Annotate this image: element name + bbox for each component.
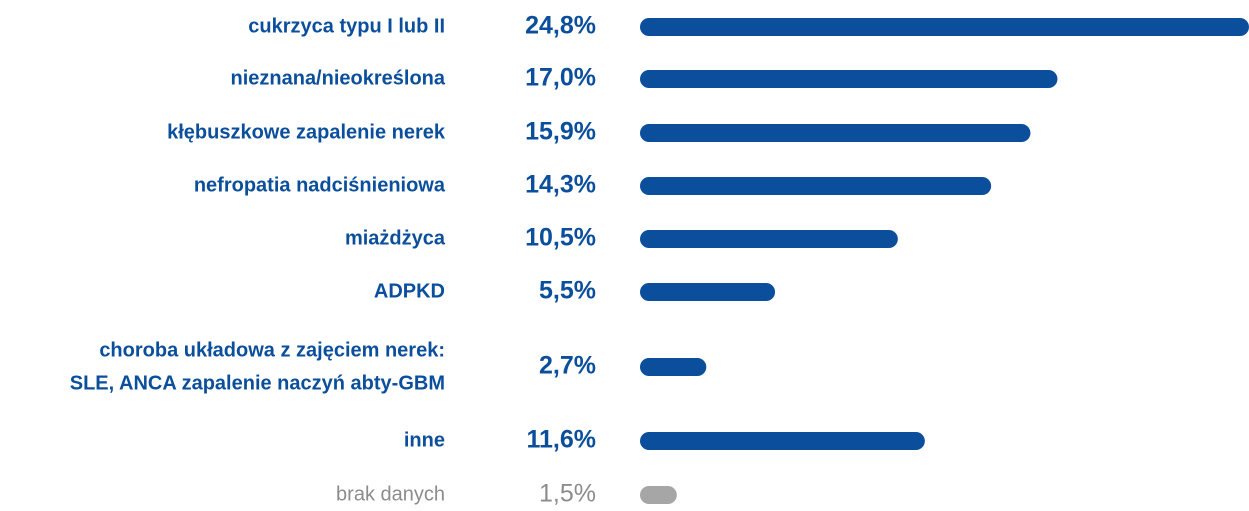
- bar: [640, 358, 707, 376]
- category-label: nefropatia nadciśnieniowa: [194, 174, 446, 196]
- value-label: 24,8%: [525, 12, 596, 40]
- bar: [640, 486, 677, 504]
- bar: [640, 230, 898, 248]
- bar: [640, 124, 1031, 142]
- category-label: inne: [404, 429, 445, 451]
- category-label: cukrzyca typu I lub II: [248, 15, 445, 37]
- value-label: 2,7%: [539, 352, 596, 380]
- bar: [640, 283, 776, 301]
- value-label: 1,5%: [539, 480, 596, 508]
- category-label: kłębuszkowe zapalenie nerek: [167, 121, 446, 143]
- bar: [640, 177, 992, 195]
- value-label: 11,6%: [526, 426, 596, 454]
- category-label: miażdżyca: [345, 227, 446, 249]
- bar: [640, 70, 1058, 88]
- value-label: 15,9%: [525, 118, 596, 146]
- value-label: 14,3%: [525, 171, 596, 199]
- value-label: 5,5%: [539, 277, 596, 305]
- category-label: choroba układowa z zajęciem nerek:: [99, 339, 445, 361]
- category-label: brak danych: [336, 483, 445, 505]
- category-label: ADPKD: [374, 280, 445, 302]
- bar: [640, 18, 1249, 36]
- value-label: 17,0%: [525, 64, 596, 92]
- value-label: 10,5%: [525, 224, 596, 252]
- category-label: nieznana/nieokreślona: [230, 67, 445, 89]
- category-label: SLE, ANCA zapalenie naczyń abty-GBM: [70, 372, 445, 394]
- bar: [640, 432, 925, 450]
